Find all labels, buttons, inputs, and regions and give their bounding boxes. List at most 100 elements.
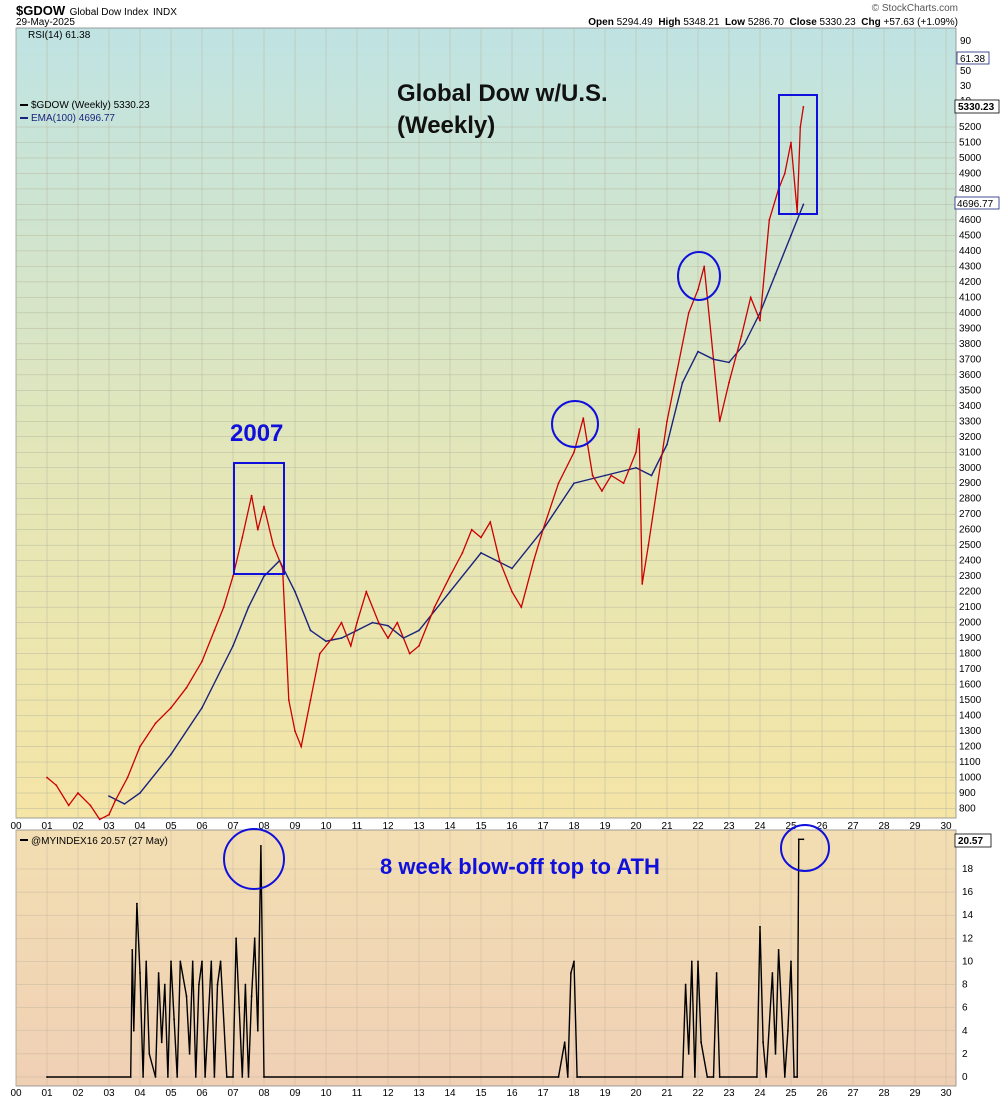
x-tick-top: 30 [940,821,952,832]
price-point [396,621,399,624]
price-point [557,482,560,485]
x-axis-top: 00 01 02 03 04 05 06 07 08 09 10 11 12 13 14 15 16 17 18 19… [10,821,952,832]
price-point [46,776,48,779]
indicator-point [771,972,774,974]
indicator-point [797,838,800,841]
price-y-tick: 4100 [959,292,982,303]
price-point [532,559,535,562]
price-point [573,451,575,454]
price-point [635,451,637,454]
price-y-tick: 1700 [959,664,982,675]
x-tick-bottom: 07 [227,1088,239,1099]
x-tick-top: 16 [506,821,518,832]
circle-2018-peak [551,400,599,448]
price-point [201,660,203,663]
ema-point [449,590,451,593]
x-tick-top: 19 [599,821,611,832]
x-tick-bottom: 25 [785,1088,797,1099]
ema-point [774,273,777,276]
price-point [697,288,699,291]
symbol: $GDOW [16,3,66,18]
annotation-2007: 2007 [230,420,283,447]
ema-point [604,474,606,477]
indicator-point [557,1076,560,1078]
price-y-tick: 1900 [959,633,982,644]
price-y-tick: 4900 [959,168,982,179]
indicator-point [756,1076,758,1078]
chart-title-line1: Global Dow w/U.S. [397,80,608,107]
ema-point [371,621,374,624]
indicator-point [210,960,213,963]
indicator-point [163,983,166,986]
indicator-point [777,948,780,951]
indicator-panel-bg [15,829,957,1087]
indicator-point [131,948,134,951]
ema-points [108,203,805,805]
x-tick-top: 12 [382,821,394,832]
x-tick-top: 06 [196,821,208,832]
x-tick-top: 23 [723,821,735,832]
price-y-tick: 4300 [959,261,982,272]
ema-point [511,567,513,570]
indicator-point [157,972,160,974]
indicator-point [145,960,148,963]
price-y-tick: 5000 [959,153,982,164]
close-value: 5330.23 [819,17,856,28]
price-y-tick: 4200 [959,277,982,288]
x-tick-top: 26 [816,821,828,832]
indicator-point [793,1076,795,1078]
price-point [749,296,752,299]
price-y-tick: 800 [959,804,976,815]
price-point [213,629,216,632]
index-name: Global Dow Index [69,7,149,18]
ema-point [263,575,265,578]
indicator-point [712,1076,715,1078]
x-tick-bottom: 20 [630,1088,642,1099]
price-legend: $GDOW (Weekly) 5330.23 [31,100,150,111]
price-y-tick: 2300 [959,571,982,582]
indicator-point [762,1041,764,1044]
price-point [287,699,290,701]
ema-point [790,234,792,237]
x-tick-bottom: 30 [940,1088,952,1099]
price-point [108,813,110,816]
indicator-point [765,1076,768,1078]
price-y-tick: 2600 [959,525,982,536]
price-point [331,637,334,640]
price-y-tick: 3200 [959,432,982,443]
indicator-point [160,1041,163,1044]
x-tick-top: 15 [475,821,487,832]
indicator-point [690,960,693,963]
rsi-y-tick: 30 [960,81,972,92]
x-tick-bottom: 21 [661,1088,673,1099]
indicator-point [715,972,718,974]
indicator-point [191,960,194,963]
ema-point [108,795,110,798]
indicator-point [579,1076,582,1078]
indicator-point [253,937,256,940]
rsi-y-tick: 90 [960,36,972,47]
x-tick-top: 27 [847,821,859,832]
x-tick-bottom: 11 [352,1088,363,1099]
ema-point [666,443,668,446]
indicator-point [250,995,253,998]
ema-point [743,342,746,345]
x-tick-top: 14 [444,821,456,832]
price-point [470,528,473,531]
x-tick-top: 05 [165,821,177,832]
ema-point [278,559,281,562]
brand-label: © StockCharts.com [871,3,958,14]
rsi-y-tick: 50 [960,66,972,77]
x-tick-bottom: 27 [847,1088,859,1099]
x-tick-top: 21 [661,821,673,832]
price-point [687,311,690,314]
price-y-tick: 1000 [959,773,982,784]
price-point [498,559,501,562]
indicator-point [687,1052,690,1055]
price-point [77,792,79,794]
indicator-point [796,1076,799,1078]
price-point [309,699,312,701]
rsi-legend: RSI(14) 61.38 [28,30,91,41]
price-y-tick: 3600 [959,370,982,381]
